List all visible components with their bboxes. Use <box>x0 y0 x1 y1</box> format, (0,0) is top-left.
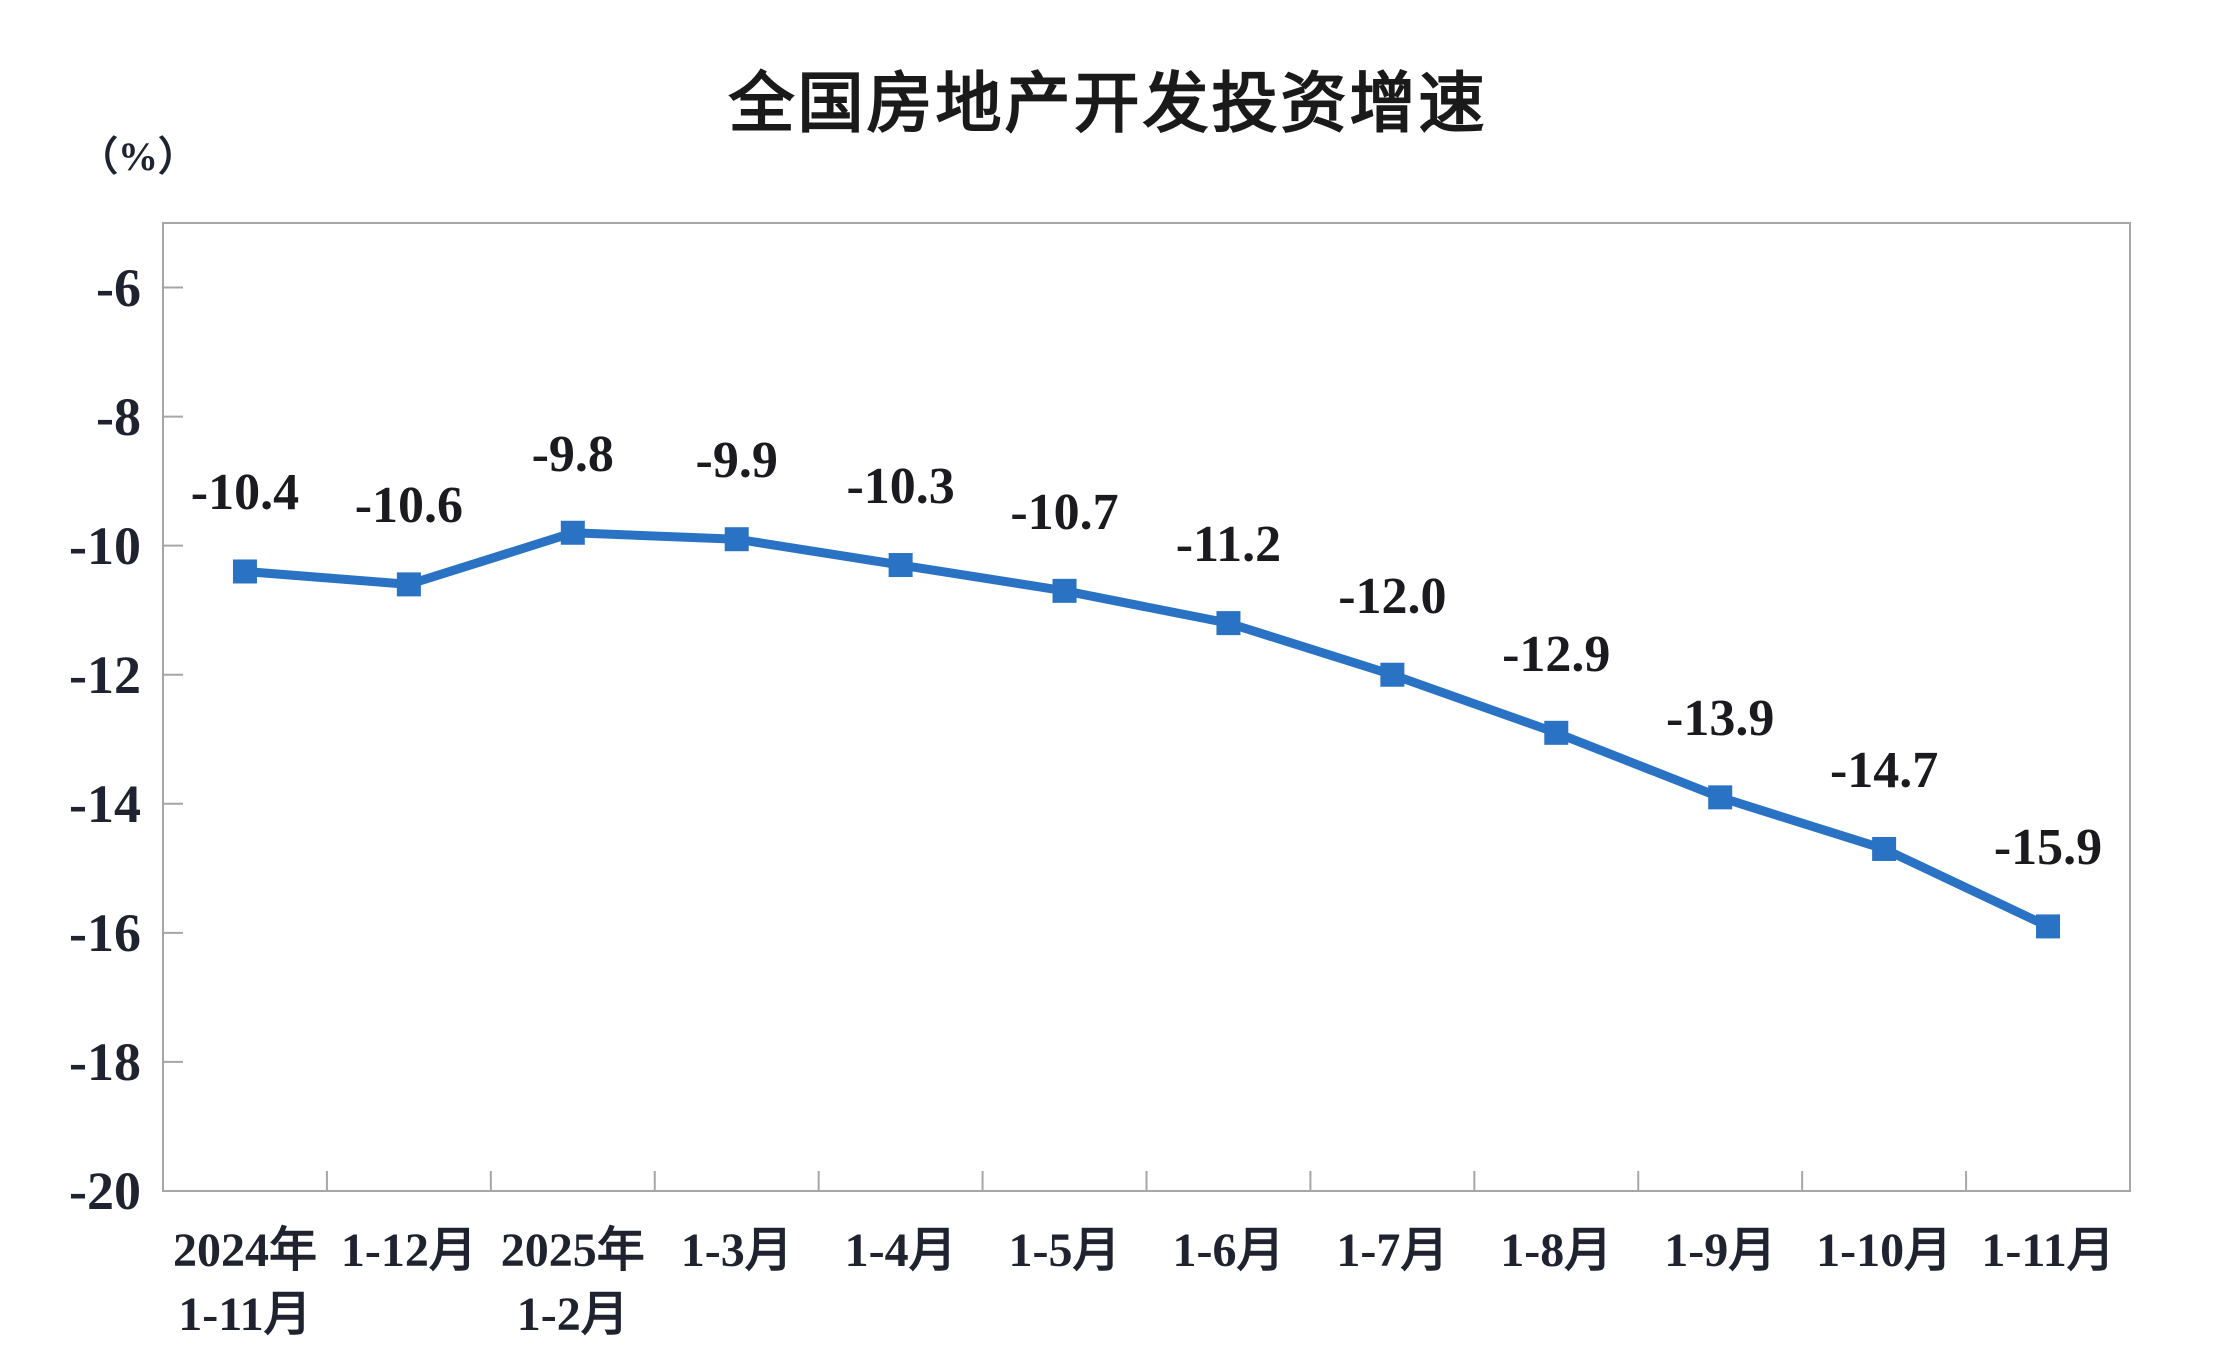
data-point-marker <box>1872 836 1897 861</box>
data-value-label: -10.6 <box>354 477 464 535</box>
x-category-label: 1-9月 <box>1595 1219 1845 1283</box>
x-category-label: 1-6月 <box>1103 1219 1353 1283</box>
x-category-label: 2024年 1-11月 <box>120 1219 370 1347</box>
y-tick-label: -14 <box>69 773 141 834</box>
data-value-label: -10.4 <box>190 464 300 522</box>
data-value-label: -10.7 <box>1010 483 1119 541</box>
data-point-marker <box>1216 611 1241 636</box>
x-category-label: 1-12月 <box>284 1219 534 1283</box>
y-tick-label: -6 <box>96 257 141 318</box>
x-category-label-line: 1-2月 <box>516 1288 629 1341</box>
x-category-label-line: 1-12月 <box>340 1224 477 1277</box>
x-category-label-line: 1-11月 <box>178 1288 312 1341</box>
data-value-label: -15.9 <box>1993 819 2103 877</box>
data-value-label: -14.7 <box>1829 741 1939 799</box>
x-category-label-line: 1-11月 <box>1981 1224 2115 1277</box>
data-point-marker <box>1052 578 1077 603</box>
x-category-label-line: 1-4月 <box>844 1224 957 1277</box>
data-point-marker <box>560 520 585 545</box>
chart-title: 全国房地产开发投资增速 <box>728 66 1488 140</box>
data-value-label: -9.9 <box>695 432 778 490</box>
x-category-label-line: 1-10月 <box>1816 1224 1953 1277</box>
x-category-label: 1-4月 <box>776 1219 1026 1283</box>
data-value-label: -12.0 <box>1338 567 1447 625</box>
y-axis-unit-label: （%） <box>78 134 198 179</box>
data-value-label: -13.9 <box>1666 690 1775 748</box>
y-tick-label: -8 <box>96 386 141 447</box>
x-category-label-line: 1-7月 <box>1336 1224 1449 1277</box>
x-category-label-line: 1-3月 <box>680 1224 793 1277</box>
data-point-marker <box>888 553 913 578</box>
y-tick-label: -12 <box>69 644 141 705</box>
data-line <box>240 528 2053 931</box>
x-category-label-line: 1-6月 <box>1172 1224 1285 1277</box>
y-tick-label: -16 <box>69 902 141 963</box>
data-value-label: -10.3 <box>846 458 955 516</box>
x-category-label-line: 1-5月 <box>1008 1224 1121 1277</box>
data-point-marker <box>724 527 749 552</box>
x-category-label: 1-10月 <box>1759 1219 2009 1283</box>
x-category-label: 1-7月 <box>1267 1219 1517 1283</box>
y-tick-label: -18 <box>69 1031 141 1092</box>
data-point-marker <box>1708 785 1733 810</box>
data-point-marker <box>396 572 421 597</box>
y-tick-label: -20 <box>69 1161 141 1221</box>
data-point-marker <box>232 559 257 584</box>
data-point-marker <box>1380 662 1405 687</box>
data-point-marker <box>1544 720 1569 745</box>
x-category-label: 2025年 1-2月 <box>448 1219 698 1347</box>
x-category-label-line: 1-8月 <box>1500 1224 1613 1277</box>
x-category-label: 1-8月 <box>1431 1219 1681 1283</box>
data-value-label: -12.9 <box>1502 625 1611 683</box>
y-tick-label: -10 <box>69 515 141 576</box>
x-category-label: 1-11月 <box>1923 1219 2173 1283</box>
data-value-label: -11.2 <box>1175 516 1282 574</box>
x-category-label-line: 1-9月 <box>1664 1224 1777 1277</box>
x-category-label: 1-3月 <box>612 1219 862 1283</box>
x-category-label-line: 2025年 <box>500 1224 645 1277</box>
x-category-label-line: 2024年 <box>172 1224 317 1277</box>
x-category-label: 1-5月 <box>940 1219 1190 1283</box>
data-point-marker <box>2036 914 2061 939</box>
data-value-label: -9.8 <box>531 425 614 483</box>
